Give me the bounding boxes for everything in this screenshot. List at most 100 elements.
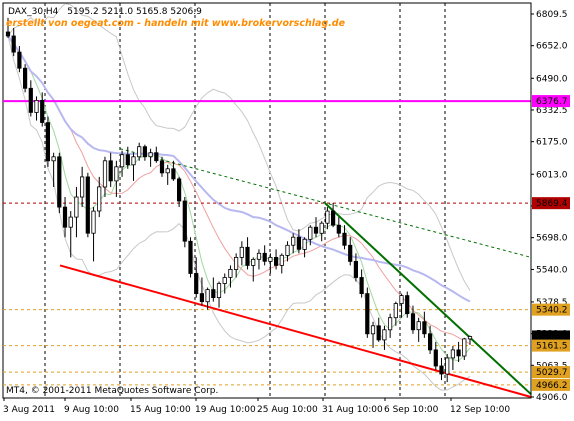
candle-body (51, 156, 56, 162)
candle-body (393, 303, 398, 319)
watermark-text: erstellt von oegeat.com - handeln mit ww… (6, 18, 346, 29)
candle-body (273, 256, 279, 266)
candle-body (22, 67, 28, 89)
time-tick-label: 12 Sep 10:00 (450, 405, 510, 415)
candle-body (439, 365, 444, 375)
candle-body (62, 206, 68, 228)
candle-body (245, 246, 250, 266)
ma-mid-line (7, 35, 471, 345)
bollinger-lower (7, 35, 471, 391)
candle-body (222, 277, 227, 284)
candle-body (91, 210, 96, 234)
time-tick-label: 19 Aug 10:00 (195, 405, 256, 415)
candle-body (365, 293, 370, 335)
bollinger-bands (7, 3, 471, 391)
candle-body (405, 295, 410, 315)
candle-body (462, 338, 467, 357)
candle-body (182, 200, 187, 242)
channel-line-green (119, 148, 532, 258)
candle-body (376, 325, 381, 341)
time-tick-label: 25 Aug 10:00 (257, 405, 318, 415)
candle-body (353, 260, 359, 278)
candle-body (102, 160, 108, 188)
candle-body (262, 252, 267, 262)
candle-body (422, 321, 427, 335)
candle-body (148, 152, 153, 158)
candle-body (387, 317, 393, 331)
candle-body (11, 35, 16, 53)
price-tag (532, 330, 570, 343)
candle-body (336, 224, 341, 234)
candle-body (205, 289, 210, 303)
candle-body (308, 226, 313, 240)
candle-body (370, 325, 376, 335)
price-tag (532, 303, 570, 316)
bollinger-upper (7, 3, 471, 291)
candle-body (80, 176, 85, 198)
candle-body (291, 236, 296, 246)
price-tag (532, 366, 570, 379)
candlesticks (5, 17, 473, 383)
resistance-trendline-green (324, 202, 532, 395)
candle-body (302, 238, 307, 250)
candle-body (285, 244, 290, 256)
price-tag-label: 6376.7 (536, 97, 568, 107)
candle-body (239, 246, 244, 258)
candle-body (450, 349, 456, 359)
price-tag-label: 5206.9 (536, 332, 568, 342)
candle-body (108, 160, 113, 182)
price-tag (532, 197, 570, 210)
candle-body (17, 51, 22, 69)
candle-body (142, 146, 147, 158)
time-tick-label: 6 Sep 10:00 (384, 405, 439, 415)
candle-body (348, 244, 353, 262)
price-tag (532, 95, 570, 108)
candle-body (456, 349, 461, 357)
ohlc-values: 5195.2 5211.0 5165.8 5206.9 (67, 7, 202, 17)
candle-body (85, 176, 90, 234)
candle-body (410, 313, 416, 331)
candle-body (114, 166, 119, 182)
time-tick-label: 3 Aug 2011 (3, 405, 55, 415)
candle-body (137, 146, 142, 158)
price-tick-label: 6332.5 (536, 106, 568, 116)
candle-body (159, 160, 165, 174)
price-tick-label: 6175.0 (536, 138, 568, 148)
price-tick-label: 6490.0 (536, 74, 568, 84)
candle-body (131, 156, 136, 166)
candle-body (188, 240, 193, 274)
candle-body (330, 210, 336, 226)
candle-body (382, 329, 387, 341)
candle-body (279, 254, 284, 266)
price-tick-label: 6652.0 (536, 42, 568, 52)
candle-body (57, 156, 62, 208)
candle-body (165, 168, 170, 174)
trendlines (59, 148, 532, 398)
candle-body (251, 258, 256, 266)
candle-body (467, 336, 473, 340)
price-tag-label: 5869.4 (536, 199, 568, 209)
candle-body (68, 216, 73, 228)
candle-body (268, 256, 273, 262)
candle-body (427, 333, 433, 351)
candle-body (445, 357, 450, 375)
candle-body (5, 31, 11, 37)
candle-body (211, 289, 216, 299)
symbol-header: DAX_30,H4 5195.2 5211.0 5165.8 5206.9 (8, 7, 202, 17)
price-tick-label: 5698.0 (536, 234, 568, 244)
candle-body (194, 273, 199, 295)
candle-body (399, 295, 404, 305)
candle-body (256, 252, 262, 260)
price-tick-label: 6013.0 (536, 170, 568, 180)
candle-body (416, 321, 421, 331)
price-tick-label: 5540.0 (536, 265, 568, 275)
candle-body (319, 222, 324, 234)
candle-body (228, 268, 233, 278)
price-tag (532, 378, 570, 391)
price-tag-label: 5029.7 (536, 368, 568, 378)
candle-body (28, 87, 33, 113)
price-tag-label: 5161.5 (536, 342, 568, 352)
candle-body (433, 349, 438, 367)
